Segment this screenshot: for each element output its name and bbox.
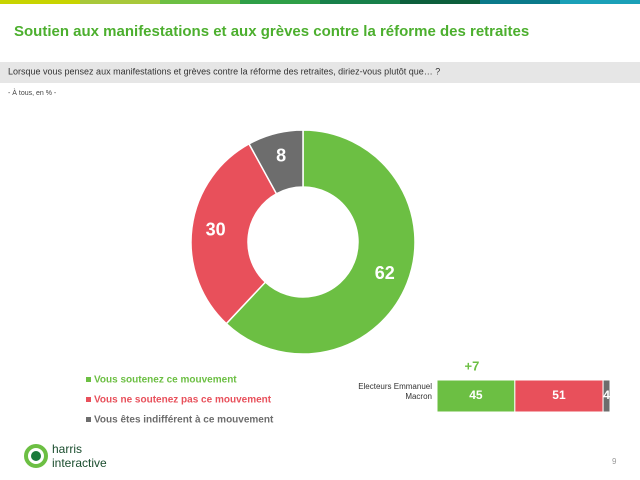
- donut-slice: [225, 129, 416, 355]
- bar-value: 4: [603, 388, 610, 402]
- title: Soutien aux manifestations et aux grèves…: [14, 23, 529, 40]
- bar-value: 51: [552, 388, 566, 402]
- slice-label: 8: [276, 146, 286, 166]
- logo: harris interactive: [24, 442, 107, 470]
- page-number: 9: [612, 457, 617, 466]
- bar-annotation: +7: [465, 358, 480, 373]
- donut-slice: [248, 129, 304, 195]
- logo-text: interactive: [52, 456, 107, 470]
- bar-segment: [602, 379, 611, 413]
- logo-ring: [24, 444, 48, 468]
- legend-swatch: [86, 377, 91, 382]
- question: Lorsque vous pensez aux manifestations e…: [8, 66, 440, 76]
- bar-value: 45: [469, 388, 483, 402]
- donut-slice: [190, 142, 278, 325]
- bar-segment: [514, 379, 604, 413]
- legend-swatch: [86, 397, 91, 402]
- legend-label: Vous êtes indifférent à ce mouvement: [94, 415, 274, 426]
- logo-dot: [31, 451, 41, 461]
- legend-label: Vous ne soutenez pas ce mouvement: [94, 395, 272, 406]
- legend-swatch: [86, 417, 91, 422]
- question-band: [0, 62, 640, 83]
- top-stripe: [0, 0, 640, 4]
- bar-category: Electeurs Emmanuel Macron: [358, 382, 432, 401]
- note: - À tous, en % -: [8, 88, 57, 97]
- slice-label: 30: [206, 220, 226, 240]
- slice-label: 62: [375, 263, 395, 283]
- logo-text: harris: [52, 442, 82, 456]
- legend-label: Vous soutenez ce mouvement: [94, 375, 237, 386]
